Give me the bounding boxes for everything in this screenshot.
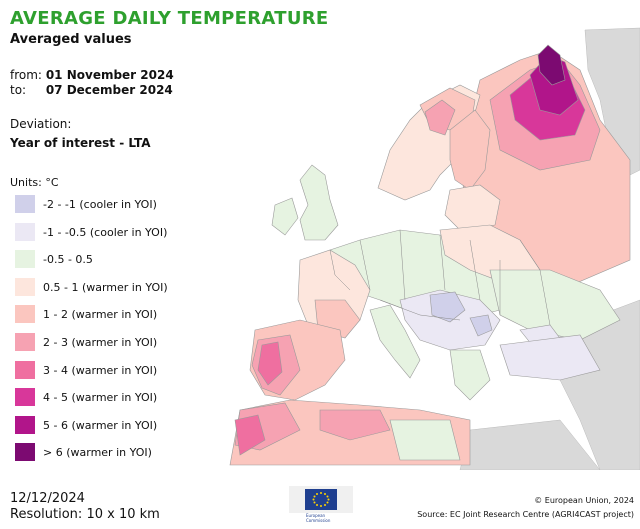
europe-map-svg <box>229 27 640 470</box>
footer-resolution: Resolution: 10 x 10 km <box>10 507 160 522</box>
map-subtitle: Averaged values <box>10 32 132 47</box>
to-value: 07 December 2024 <box>45 83 173 97</box>
legend-swatch <box>15 305 35 324</box>
legend-item: > 6 (warmer in YOI) <box>10 441 152 469</box>
temperature-deviation-map <box>229 27 640 470</box>
legend-item-label: -1 - -0.5 (cooler in YOI) <box>43 225 168 239</box>
legend-swatch <box>15 415 35 434</box>
eu-stars <box>312 492 330 507</box>
legend-item-label: 0.5 - 1 (warmer in YOI) <box>43 280 168 294</box>
copyright-text: © European Union, 2024 <box>534 496 634 505</box>
ec-logo-graphic <box>289 486 353 513</box>
legend-item-label: -2 - -1 (cooler in YOI) <box>43 198 157 211</box>
legend-item: 4 - 5 (warmer in YOI) <box>10 386 157 414</box>
map-title: AVERAGE DAILY TEMPERATURE <box>10 8 329 29</box>
legend-item: 2 - 3 (warmer in YOI) <box>10 331 157 359</box>
legend-item-label: 3 - 4 (warmer in YOI) <box>43 363 158 377</box>
legend-item-label: 4 - 5 (warmer in YOI) <box>43 391 158 405</box>
legend-item-label: 5 - 6 (warmer in YOI) <box>43 418 158 432</box>
legend-item-label: 2 - 3 (warmer in YOI) <box>43 335 158 349</box>
period-to-row: to: 07 December 2024 <box>10 83 174 98</box>
footer-credits: © European Union, 2024 Source: EC Joint … <box>417 494 634 522</box>
legend-swatch <box>15 360 35 379</box>
period-block: from: 01 November 2024 to: 07 December 2… <box>10 68 174 98</box>
legend-item-label: 1 - 2 (warmer in YOI) <box>43 308 158 322</box>
deviation-label: Deviation: <box>10 117 72 131</box>
to-label: to: <box>10 83 27 97</box>
european-commission-logo: European Commission <box>289 486 353 524</box>
legend-swatch <box>15 195 35 213</box>
legend-items: -2 - -1 (cooler in YOI) -1 - -0.5 (cooler… <box>10 193 168 469</box>
legend-item: 5 - 6 (warmer in YOI) <box>10 414 157 442</box>
ec-logo-text-1: European <box>306 513 326 518</box>
legend-item: 0.5 - 1 (warmer in YOI) <box>10 276 168 304</box>
legend-item: -0.5 - 0.5 <box>10 248 93 276</box>
period-from-row: from: 01 November 2024 <box>10 68 174 83</box>
legend-units: Units: °C <box>10 176 59 189</box>
footer-date: 12/12/2024 <box>10 491 85 506</box>
legend-swatch <box>15 332 35 351</box>
legend-swatch <box>15 277 35 296</box>
legend-item: 3 - 4 (warmer in YOI) <box>10 359 157 387</box>
land-base <box>229 44 631 466</box>
legend-item-label: > 6 (warmer in YOI) <box>43 446 152 460</box>
legend-item-label: -0.5 - 0.5 <box>43 253 93 267</box>
from-label: from: <box>10 68 42 82</box>
source-text: Source: EC Joint Research Centre (AGRI4C… <box>417 510 634 519</box>
legend-item: -1 - -0.5 (cooler in YOI) <box>10 221 167 249</box>
country-borders <box>329 229 551 326</box>
legend-swatch <box>15 250 35 269</box>
legend-item: -2 - -1 (cooler in YOI) <box>10 193 157 221</box>
deviation-value: Year of interest - LTA <box>10 136 151 150</box>
legend-swatch <box>15 388 35 407</box>
legend-swatch <box>15 443 35 462</box>
legend-item: 1 - 2 (warmer in YOI) <box>10 303 157 331</box>
legend-swatch <box>15 222 35 241</box>
legend: Units: °C -2 - -1 (cooler in YOI) -1 - -0… <box>10 176 168 469</box>
from-value: 01 November 2024 <box>45 68 174 82</box>
ec-logo-text-2: Commission <box>306 518 331 523</box>
